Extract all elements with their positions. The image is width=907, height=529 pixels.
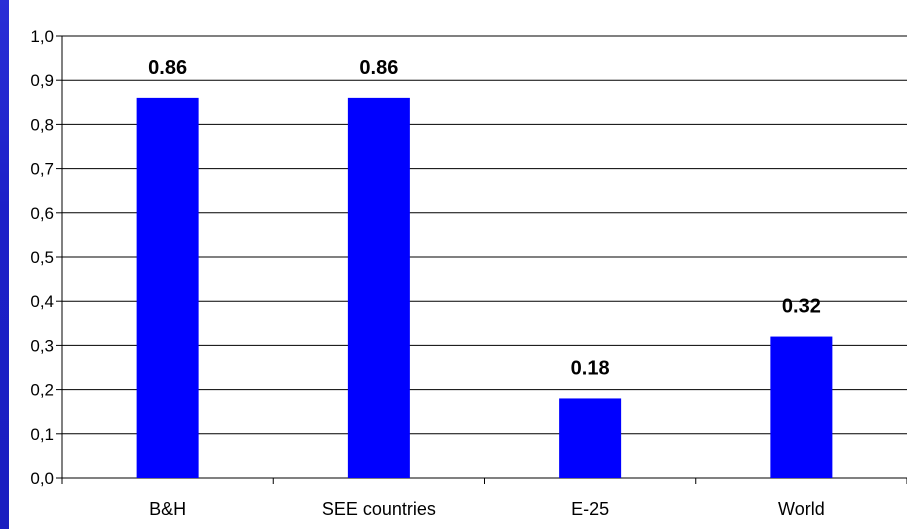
x-category-label: SEE countries bbox=[322, 499, 436, 519]
gridlines bbox=[62, 35, 907, 435]
labels: 0,0 0,1 0,2 0,3 0,4 0,5 0,6 0,7 0,8 0,9 1,0 0.86 B&H… bbox=[30, 27, 824, 519]
bar-world bbox=[770, 336, 833, 478]
y-tick-label: 0,6 bbox=[30, 204, 54, 223]
y-tick-label: 0,2 bbox=[30, 381, 54, 400]
y-tick-label: 0,9 bbox=[30, 71, 54, 90]
y-tick-label: 0,1 bbox=[30, 425, 54, 444]
y-tick-label: 0,3 bbox=[30, 336, 54, 355]
y-tick-label: 1,0 bbox=[30, 27, 54, 46]
y-tick-label: 0,4 bbox=[30, 292, 54, 311]
x-category-label: B&H bbox=[149, 499, 186, 519]
y-tick-label: 0,5 bbox=[30, 248, 54, 267]
axes bbox=[56, 35, 907, 484]
y-tick-label: 0,8 bbox=[30, 115, 54, 134]
x-category-label: E-25 bbox=[571, 499, 609, 519]
bar-see-countries bbox=[347, 97, 410, 478]
data-label: 0.18 bbox=[571, 357, 610, 379]
data-label: 0.86 bbox=[359, 57, 398, 79]
data-label: 0.86 bbox=[148, 57, 187, 79]
y-tick-label: 0,0 bbox=[30, 469, 54, 488]
x-category-label: World bbox=[778, 499, 825, 519]
bars bbox=[136, 97, 833, 478]
bar-b-h bbox=[136, 97, 199, 478]
y-tick-label: 0,7 bbox=[30, 160, 54, 179]
data-label: 0.32 bbox=[782, 296, 821, 318]
chart-area: 0,0 0,1 0,2 0,3 0,4 0,5 0,6 0,7 0,8 0,9 1,0 0.86 B&H… bbox=[9, 0, 907, 529]
bar-e-25 bbox=[559, 398, 622, 478]
bar-chart: 0,0 0,1 0,2 0,3 0,4 0,5 0,6 0,7 0,8 0,9 1,0 0.86 B&H… bbox=[30, 27, 907, 519]
